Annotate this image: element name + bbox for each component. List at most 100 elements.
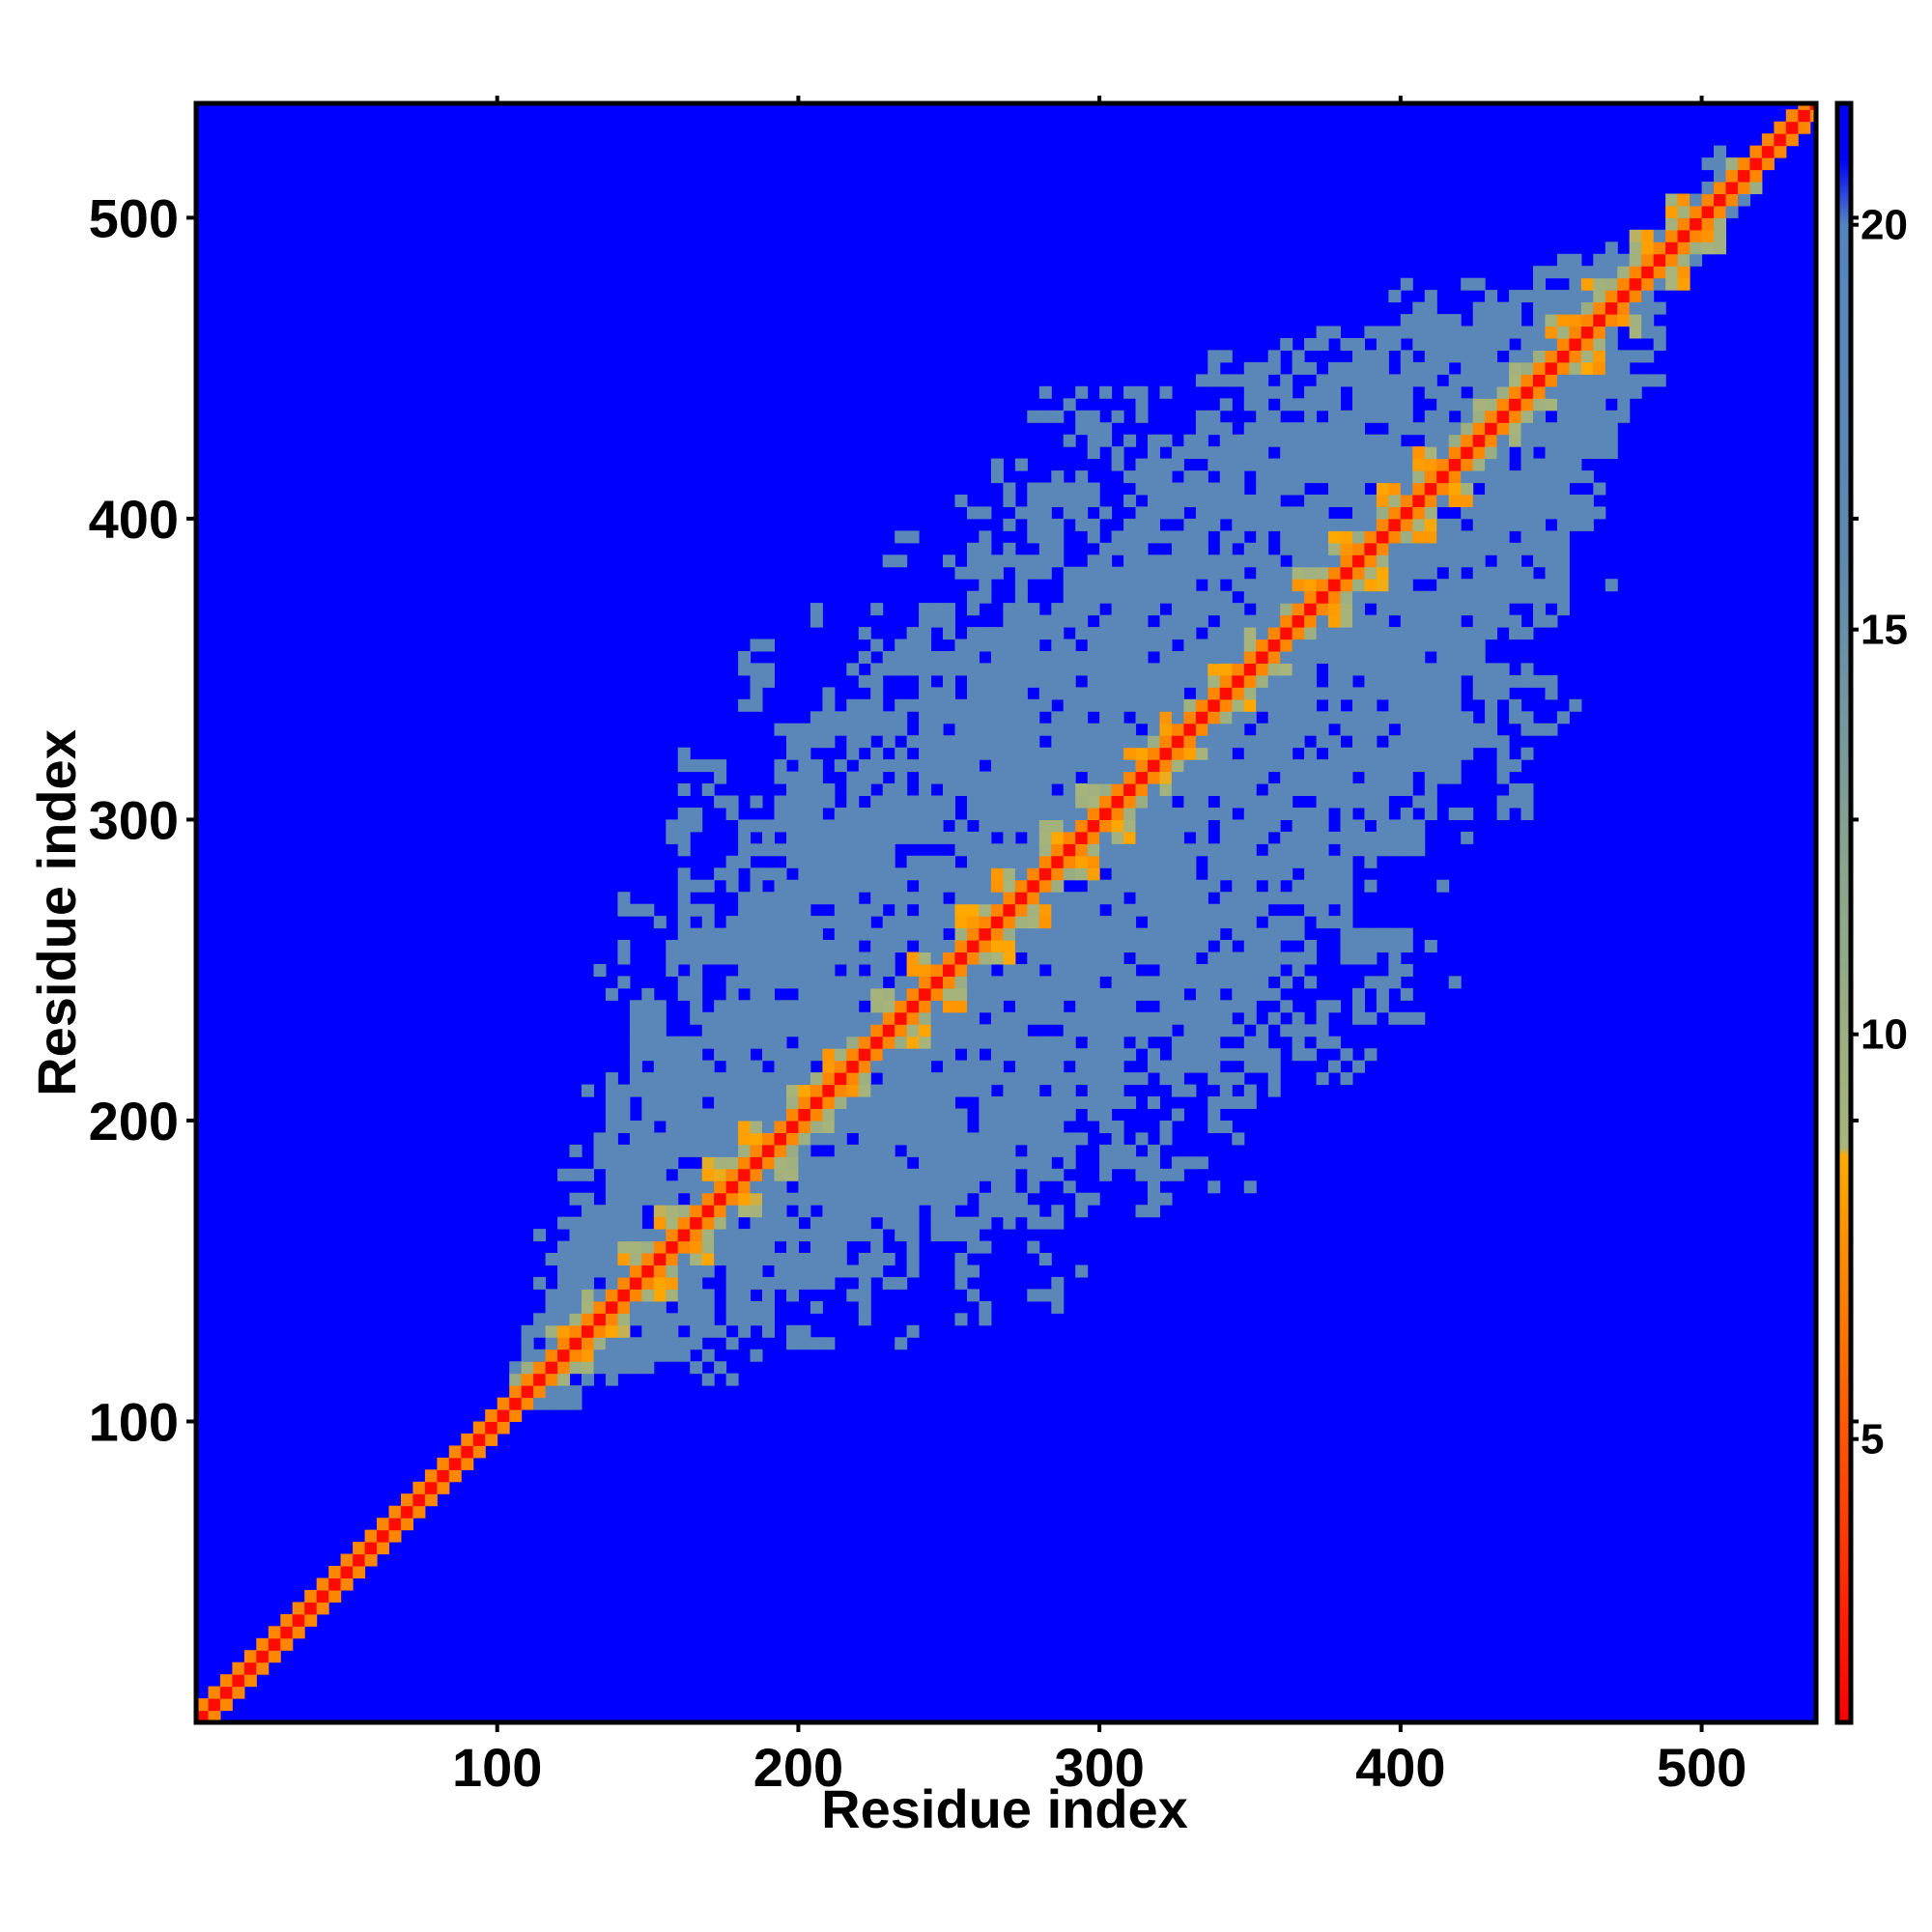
heatmap-cell bbox=[1653, 242, 1666, 255]
heatmap-cell bbox=[846, 1011, 860, 1025]
heatmap-cell bbox=[1376, 940, 1389, 952]
heatmap-cell bbox=[1111, 627, 1124, 640]
heatmap-cell bbox=[774, 867, 787, 881]
heatmap-cell bbox=[738, 1229, 752, 1242]
heatmap-cell bbox=[858, 1192, 871, 1206]
heatmap-cell bbox=[750, 698, 763, 712]
heatmap-cell bbox=[1376, 687, 1389, 700]
heatmap-cell bbox=[1051, 1000, 1065, 1013]
heatmap-cell bbox=[846, 879, 860, 893]
heatmap-cell bbox=[774, 976, 787, 989]
heatmap-cell bbox=[714, 795, 727, 809]
heatmap-cell bbox=[786, 1072, 799, 1086]
heatmap-cell bbox=[979, 783, 992, 796]
heatmap-cell bbox=[1003, 879, 1016, 893]
heatmap-cell bbox=[1304, 338, 1318, 351]
heatmap-cell bbox=[1340, 1048, 1353, 1062]
heatmap-cell bbox=[629, 1132, 642, 1146]
heatmap-cell bbox=[834, 1000, 847, 1013]
heatmap-cell bbox=[1195, 892, 1208, 905]
heatmap-cell bbox=[1075, 964, 1089, 977]
heatmap-cell bbox=[1243, 783, 1257, 796]
heatmap-cell bbox=[1352, 603, 1365, 616]
heatmap-cell bbox=[1267, 723, 1281, 736]
heatmap-cell bbox=[725, 1060, 739, 1073]
heatmap-cell bbox=[677, 1060, 691, 1073]
heatmap-cell bbox=[1171, 663, 1184, 676]
heatmap-cell bbox=[1003, 627, 1016, 640]
heatmap-cell bbox=[1256, 495, 1269, 507]
heatmap-cell bbox=[1135, 554, 1149, 568]
heatmap-cell bbox=[1135, 843, 1149, 857]
heatmap-cell bbox=[846, 1048, 860, 1062]
heatmap-cell bbox=[377, 1529, 389, 1543]
heatmap-cell bbox=[1304, 771, 1318, 784]
heatmap-cell bbox=[858, 879, 871, 893]
heatmap-cell bbox=[954, 1024, 968, 1037]
heatmap-cell bbox=[906, 964, 920, 977]
heatmap-cell bbox=[605, 1192, 618, 1206]
heatmap-cell bbox=[810, 1337, 823, 1350]
heatmap-cell bbox=[521, 1349, 534, 1362]
heatmap-cell bbox=[437, 1457, 450, 1470]
heatmap-cell bbox=[906, 1205, 920, 1218]
heatmap-cell bbox=[1267, 808, 1281, 820]
heatmap-cell bbox=[1520, 530, 1534, 544]
heatmap-cell bbox=[677, 783, 691, 796]
heatmap-cell bbox=[1111, 843, 1124, 857]
heatmap-cell bbox=[605, 1168, 618, 1181]
heatmap-cell bbox=[1014, 723, 1028, 736]
heatmap-cell bbox=[653, 1313, 667, 1326]
heatmap-cell bbox=[1232, 783, 1245, 796]
heatmap-cell bbox=[690, 1229, 703, 1242]
heatmap-cell bbox=[1051, 903, 1065, 917]
heatmap-cell bbox=[1485, 374, 1498, 387]
heatmap-cell bbox=[979, 1313, 992, 1326]
heatmap-cell bbox=[906, 1000, 920, 1013]
heatmap-cell bbox=[1232, 927, 1245, 941]
heatmap-cell bbox=[1038, 410, 1052, 423]
heatmap-cell bbox=[1580, 398, 1594, 412]
heatmap-cell bbox=[846, 964, 860, 977]
heatmap-cell bbox=[1014, 927, 1028, 941]
heatmap-cell bbox=[738, 976, 752, 989]
heatmap-cell bbox=[1316, 711, 1329, 724]
heatmap-cell bbox=[1051, 687, 1065, 700]
heatmap-cell bbox=[677, 1289, 691, 1302]
heatmap-cell bbox=[1388, 338, 1402, 351]
heatmap-cell bbox=[545, 1324, 558, 1338]
heatmap-cell bbox=[834, 1156, 847, 1170]
heatmap-cell bbox=[834, 1253, 847, 1265]
heatmap-cell bbox=[1605, 446, 1618, 460]
heatmap-cell bbox=[798, 759, 811, 773]
heatmap-cell bbox=[1148, 819, 1160, 833]
heatmap-cell bbox=[967, 808, 980, 820]
heatmap-cell bbox=[762, 1205, 775, 1218]
heatmap-cell bbox=[1328, 698, 1341, 712]
heatmap-cell bbox=[1340, 843, 1353, 857]
heatmap-cell bbox=[690, 1276, 703, 1290]
heatmap-cell bbox=[629, 1121, 642, 1133]
heatmap-cell bbox=[1267, 579, 1281, 592]
heatmap-cell bbox=[690, 927, 703, 941]
heatmap-cell bbox=[641, 987, 655, 1001]
heatmap-cell bbox=[1256, 964, 1269, 977]
heatmap-cell bbox=[1593, 446, 1606, 460]
heatmap-cell bbox=[1448, 663, 1462, 676]
heatmap-cell bbox=[1569, 398, 1582, 412]
heatmap-cell bbox=[930, 1168, 944, 1181]
heatmap-cell bbox=[1352, 759, 1365, 773]
heatmap-cell bbox=[919, 1048, 932, 1062]
heatmap-cell bbox=[1159, 952, 1173, 965]
heatmap-cell bbox=[1461, 554, 1474, 568]
heatmap-cell bbox=[979, 819, 992, 833]
heatmap-cell bbox=[1304, 627, 1318, 640]
heatmap-cell bbox=[786, 855, 799, 868]
heatmap-cell bbox=[967, 783, 980, 796]
heatmap-cell bbox=[1509, 290, 1522, 303]
heatmap-cell bbox=[1304, 590, 1318, 604]
heatmap-cell bbox=[1208, 1108, 1221, 1122]
heatmap-cell bbox=[1087, 1000, 1100, 1013]
heatmap-cell bbox=[1014, 855, 1028, 868]
heatmap-cell bbox=[1364, 795, 1378, 809]
